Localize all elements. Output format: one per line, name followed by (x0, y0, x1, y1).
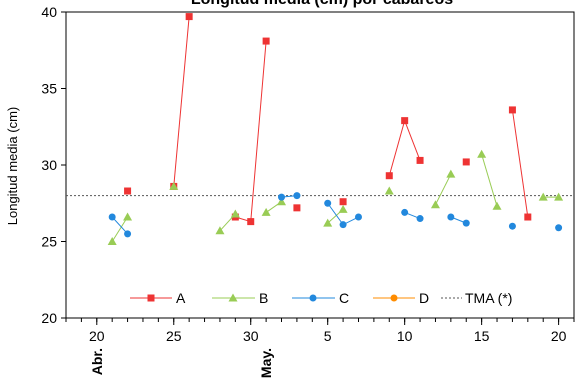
x-tick-label: 25 (166, 328, 182, 344)
series-line (481, 154, 498, 207)
data-point (401, 208, 409, 216)
data-point (108, 213, 116, 221)
legend-label: B (259, 290, 268, 306)
legend-label: A (176, 290, 186, 306)
data-point (293, 192, 301, 200)
x-tick-label: 30 (243, 328, 259, 344)
data-point (462, 219, 470, 227)
data-point (169, 181, 179, 190)
legend-item-d: D (373, 290, 429, 306)
data-point (123, 212, 133, 221)
data-point (430, 200, 440, 209)
data-point (278, 193, 286, 201)
data-point (477, 149, 487, 158)
data-point (323, 218, 333, 227)
y-tick-label: 40 (41, 4, 57, 20)
data-point (416, 215, 424, 223)
data-point (124, 187, 132, 195)
legend-item-a: A (130, 290, 186, 306)
data-point (354, 213, 362, 221)
data-point (215, 226, 225, 235)
month-label: Abr. (89, 348, 105, 375)
series-a (124, 13, 532, 226)
month-label: May. (258, 348, 274, 378)
legend-item-tma: TMA (*) (441, 290, 512, 306)
data-point (446, 169, 456, 178)
x-tick-label: 10 (397, 328, 413, 344)
series-line (235, 41, 267, 223)
data-point (338, 204, 348, 213)
legend-item-c: C (292, 290, 349, 306)
data-point (384, 186, 394, 195)
data-point (339, 198, 347, 206)
data-point (339, 221, 347, 229)
plot-frame (65, 11, 575, 319)
x-tick-label: 20 (551, 328, 567, 344)
data-point (230, 209, 240, 218)
legend-marker (147, 294, 155, 302)
data-point (277, 197, 287, 206)
data-point (401, 117, 409, 125)
data-point (508, 106, 516, 114)
y-tick-label: 35 (41, 81, 57, 97)
legend-marker (309, 294, 317, 302)
legend-marker (390, 294, 398, 302)
data-point (385, 172, 393, 180)
data-point (554, 192, 564, 201)
series-line (435, 173, 452, 206)
data-point (538, 192, 548, 201)
series-line (173, 16, 190, 187)
series-b (107, 149, 564, 245)
data-point (324, 199, 332, 207)
legend-label: D (419, 290, 429, 306)
data-point (462, 158, 470, 166)
data-point (524, 213, 532, 221)
x-tick-label: 5 (324, 328, 332, 344)
legend-item-b: B (212, 290, 268, 306)
data-point (293, 204, 301, 212)
data-point (247, 218, 255, 226)
data-point (508, 222, 516, 230)
data-point (555, 224, 563, 232)
x-tick-label: 15 (474, 328, 490, 344)
y-axis-label: Longitud media (cm) (5, 107, 20, 226)
data-point (492, 201, 502, 210)
y-tick-label: 25 (41, 234, 57, 250)
y-tick-label: 30 (41, 157, 57, 173)
data-point (447, 213, 455, 221)
data-point (124, 230, 132, 238)
data-point (107, 237, 117, 245)
series-c (108, 192, 563, 238)
legend-marker (228, 293, 238, 302)
y-tick-label: 20 (41, 310, 57, 326)
x-tick-label: 20 (89, 328, 105, 344)
legend-label: C (339, 290, 349, 306)
series-line (111, 216, 128, 242)
data-point (261, 207, 271, 216)
data-point (185, 13, 193, 21)
data-point (262, 37, 270, 45)
series-line (111, 216, 128, 235)
series-line (511, 109, 529, 218)
data-point (416, 156, 424, 164)
legend-label: TMA (*) (465, 290, 512, 306)
series-line (388, 119, 421, 176)
chart-title: Longitud media (cm) por cabareos (191, 0, 453, 8)
